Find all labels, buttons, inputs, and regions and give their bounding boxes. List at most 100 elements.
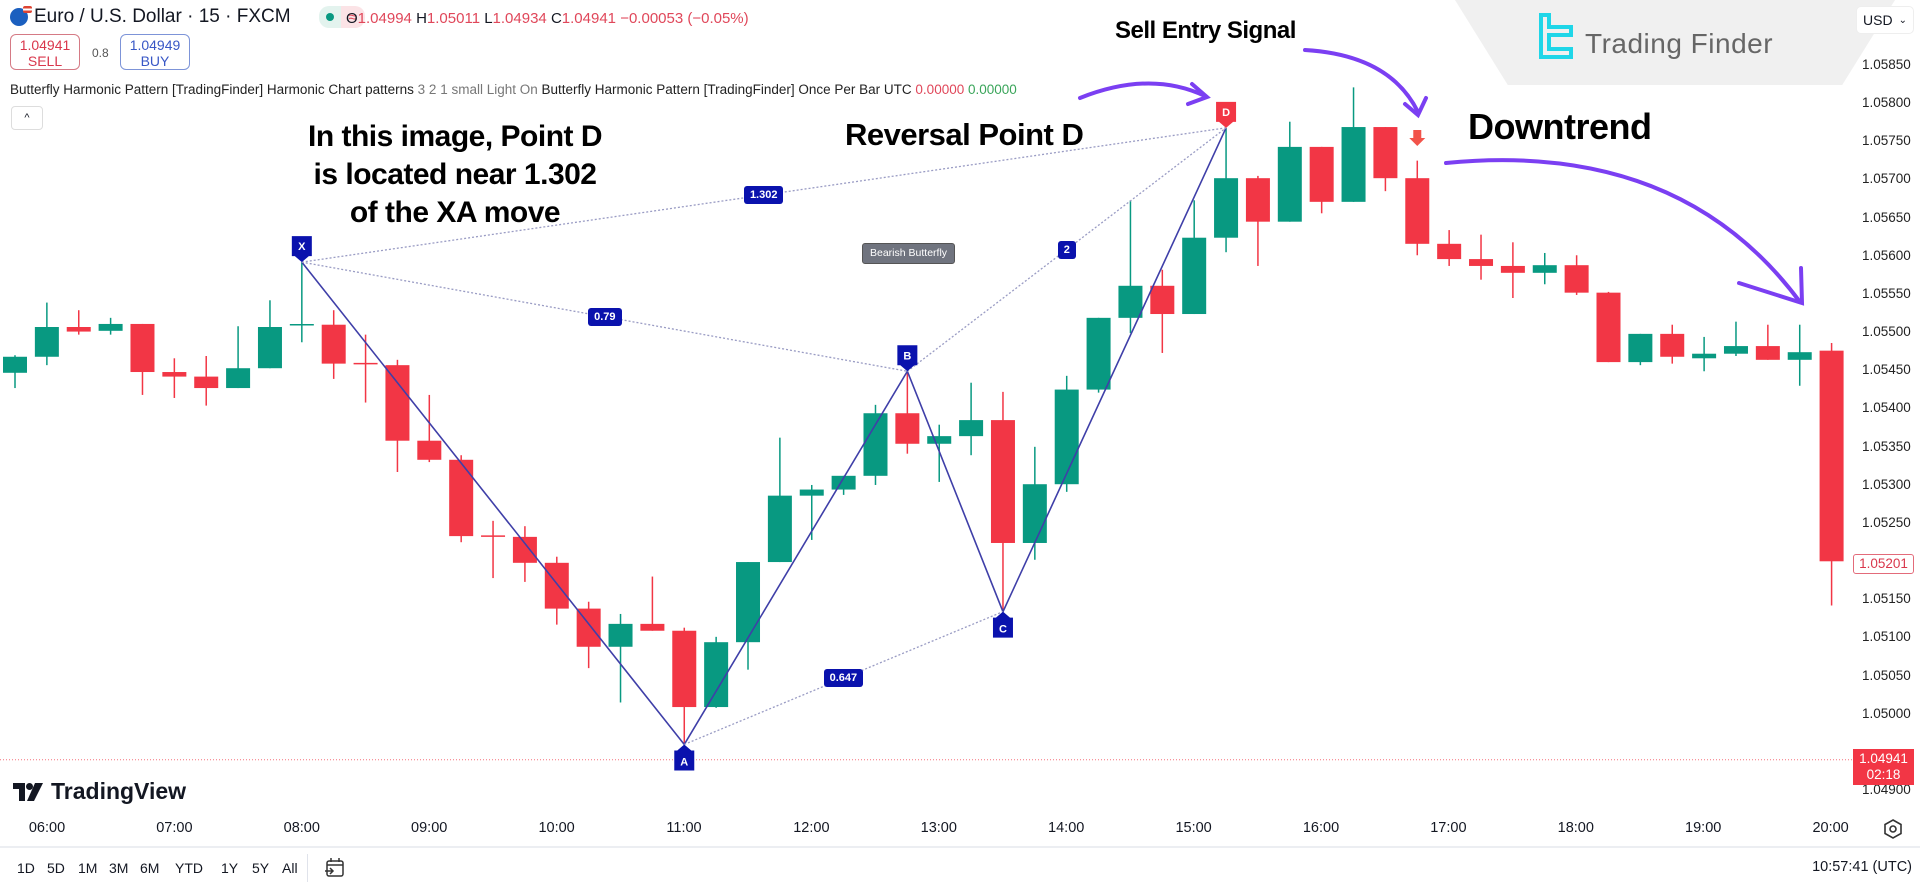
candle-body	[1564, 265, 1589, 293]
current-price: 1.04941	[1859, 751, 1908, 766]
time-tick: 20:00	[1812, 820, 1849, 836]
range-button-1y[interactable]: 1Y	[221, 860, 239, 876]
price-tick: 1.05500	[1862, 324, 1911, 340]
indicator-name-2: Butterfly Harmonic Pattern [TradingFinde…	[541, 82, 912, 97]
candle-body	[1118, 285, 1143, 318]
candle-body	[1245, 178, 1270, 222]
candle-body	[1723, 346, 1748, 354]
downtrend-arrow	[1444, 158, 1802, 304]
bar-countdown: 02:18	[1866, 767, 1901, 782]
price-tick: 1.05350	[1862, 438, 1911, 454]
candle-body	[449, 459, 474, 537]
price-tick: 1.05600	[1862, 247, 1911, 263]
downtrend-annotation: Downtrend	[1468, 106, 1652, 147]
pattern-point-c	[992, 611, 1013, 638]
candle-body	[1787, 352, 1812, 360]
price-tick: 1.05450	[1862, 362, 1911, 378]
time-tick: 10:00	[538, 820, 575, 836]
candle-body	[226, 368, 251, 389]
arrow-to-d	[1078, 81, 1207, 100]
candle-body	[98, 323, 123, 331]
range-button-6m[interactable]: 6M	[140, 860, 160, 876]
candle-body	[512, 536, 537, 563]
candle-body	[544, 562, 569, 609]
candle-body	[1500, 265, 1525, 273]
candle-body	[1054, 389, 1079, 485]
range-button-all[interactable]: All	[282, 860, 298, 876]
range-button-3m[interactable]: 3M	[109, 860, 129, 876]
candle-body	[1692, 353, 1717, 359]
candle-body	[385, 365, 410, 441]
trading-finder-wordmark: Trading Finder	[1585, 28, 1774, 59]
indicator-value-2: 0.00000	[968, 82, 1017, 97]
candle-body	[34, 327, 59, 357]
xa-ratio-annotation: In this image, Point D is located near 1…	[307, 120, 603, 229]
range-button-ytd[interactable]: YTD	[175, 860, 203, 876]
candle-body	[959, 420, 984, 437]
candle-body	[1150, 285, 1175, 315]
price-tick: 1.05850	[1862, 57, 1911, 72]
range-button-1m[interactable]: 1M	[78, 860, 98, 876]
calendar-goto-icon[interactable]	[323, 856, 347, 880]
time-tick: 16:00	[1302, 820, 1340, 836]
candle-body	[1277, 146, 1302, 222]
pattern-name-label: Bearish Butterfly	[862, 243, 956, 264]
candle-body	[767, 495, 792, 563]
buy-label: BUY	[140, 53, 170, 69]
arrowhead-icon	[1403, 96, 1428, 119]
candles	[3, 87, 1844, 745]
range-button-5y[interactable]: 5Y	[252, 860, 270, 876]
candle-body	[3, 356, 27, 373]
price-tick: 1.05650	[1862, 209, 1911, 225]
time-tick: 19:00	[1685, 820, 1722, 836]
ratio-guide-line	[301, 261, 908, 372]
price-tick: 1.05550	[1862, 285, 1911, 301]
candle-body	[1309, 146, 1334, 202]
chevron-down-icon: ⌄	[1898, 14, 1907, 26]
time-axis[interactable]: 06:00 07:00 08:00 09:00 10:00 11:00 12:00 13:00…	[0, 818, 1920, 842]
toolbar-divider	[307, 854, 308, 882]
time-tick: 12:00	[793, 820, 830, 836]
ratio-label-ac: 0.647	[823, 669, 864, 688]
symbol-title[interactable]: Euro / U.S. Dollar · 15 · FXCM ≈	[10, 6, 365, 28]
indicator-value-1: 0.00000	[915, 82, 965, 97]
candle-body	[1086, 317, 1111, 390]
chevron-up-icon: ^	[24, 112, 30, 124]
candle-body	[1628, 333, 1653, 363]
sell-button[interactable]: 1.04941 SELL	[10, 34, 80, 70]
svg-text:D: D	[1222, 107, 1230, 119]
price-marker: 1.05201	[1853, 554, 1914, 574]
currency-selector[interactable]: USD ⌄	[1856, 6, 1914, 34]
time-tick: 13:00	[920, 820, 957, 836]
indicator-legend[interactable]: Butterfly Harmonic Pattern [TradingFinde…	[10, 82, 1017, 97]
price-tick: 1.05150	[1862, 591, 1911, 607]
time-tick: 06:00	[28, 820, 66, 836]
ohlc-readout: O1.04994 H1.05011 L1.04934 C1.04941 −0.0…	[346, 10, 749, 27]
range-button-1d[interactable]: 1D	[17, 860, 35, 876]
candle-body	[1341, 127, 1366, 202]
clock-utc[interactable]: 10:57:41 (UTC)	[1812, 859, 1912, 875]
time-tick: 15:00	[1175, 820, 1212, 836]
arrow-to-signal	[1303, 48, 1420, 114]
svg-text:B: B	[903, 350, 911, 362]
pattern-point-d	[1216, 101, 1237, 128]
price-tick: 1.05050	[1862, 667, 1911, 683]
trading-finder-banner	[1455, 0, 1895, 85]
candle-body	[1819, 350, 1844, 562]
data-delay-icon: ≈	[340, 6, 365, 28]
price-tick: 1.04900	[1862, 782, 1911, 797]
candle-body	[1660, 333, 1685, 357]
range-button-5d[interactable]: 5D	[47, 860, 65, 876]
collapse-legend-button[interactable]: ^	[11, 106, 43, 130]
candle-body	[162, 372, 187, 377]
tradingview-watermark[interactable]: TradingView	[13, 778, 186, 805]
candle-body	[1532, 265, 1557, 273]
sell-signal-arrow-icon	[1409, 130, 1426, 146]
candle-body	[608, 623, 633, 647]
candle-body	[1373, 127, 1398, 179]
market-status[interactable]: ≈	[318, 6, 365, 28]
buy-button[interactable]: 1.04949 BUY	[120, 34, 190, 70]
settings-gear-icon[interactable]	[1882, 818, 1904, 840]
buy-price: 1.04949	[129, 37, 181, 53]
